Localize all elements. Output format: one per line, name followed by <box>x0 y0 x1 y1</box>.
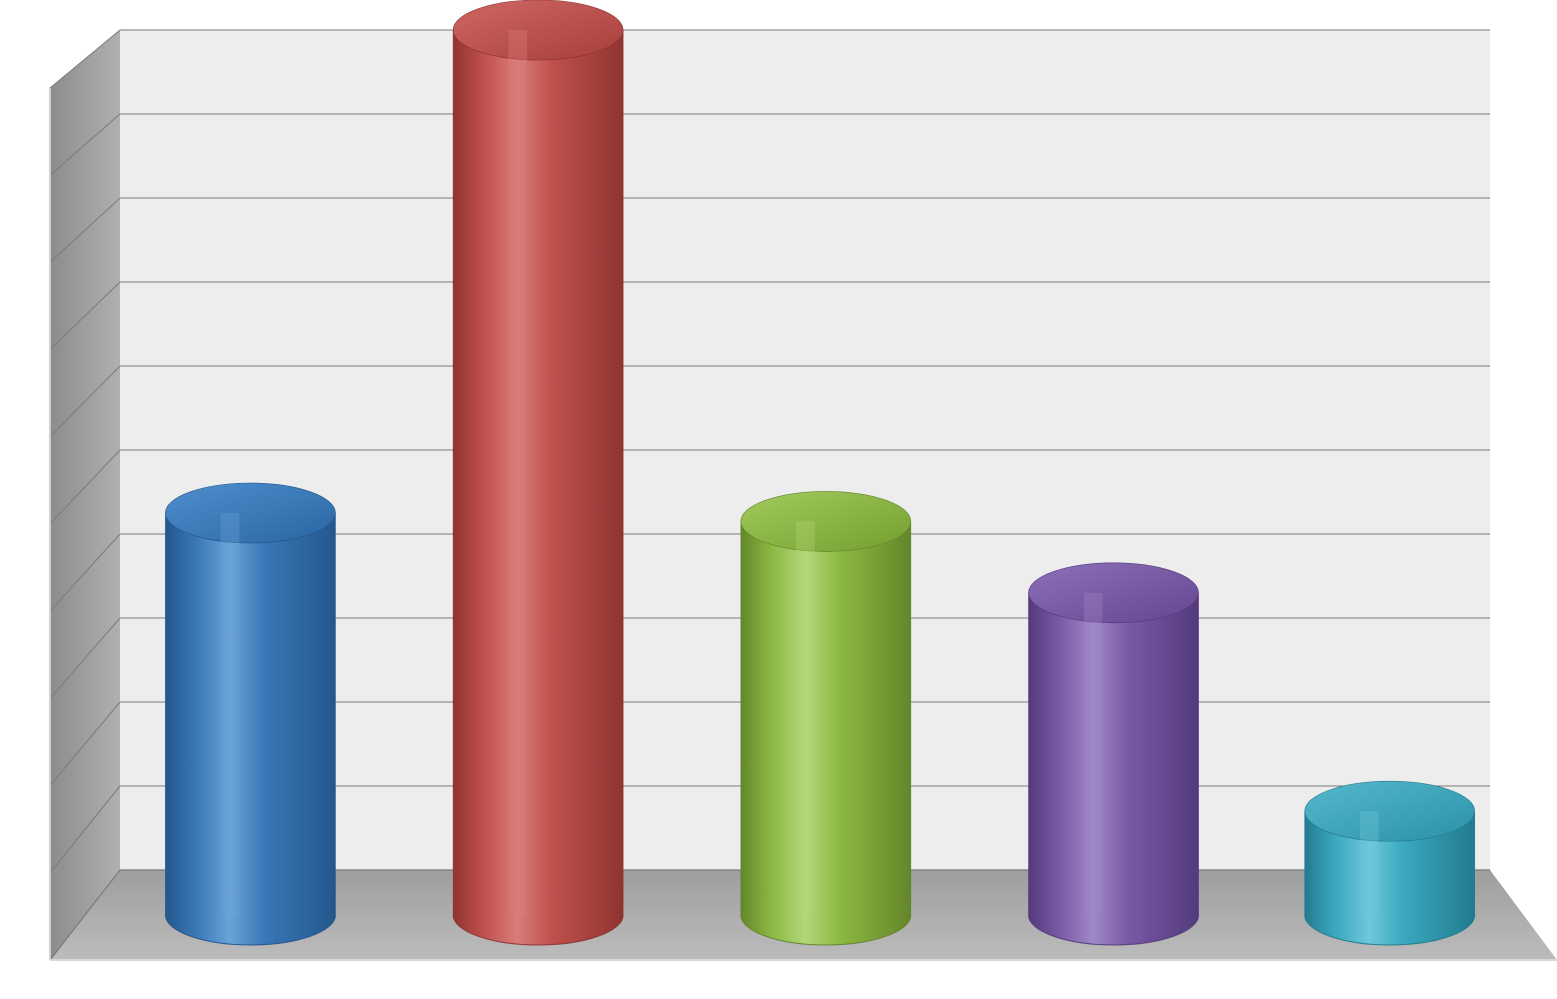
bar-4 <box>1305 781 1475 945</box>
bar-0 <box>165 483 335 945</box>
bar-2 <box>741 491 911 945</box>
bar-3 <box>1029 563 1199 945</box>
bar-1 <box>453 0 623 945</box>
cylinder-bar-chart <box>0 0 1557 999</box>
